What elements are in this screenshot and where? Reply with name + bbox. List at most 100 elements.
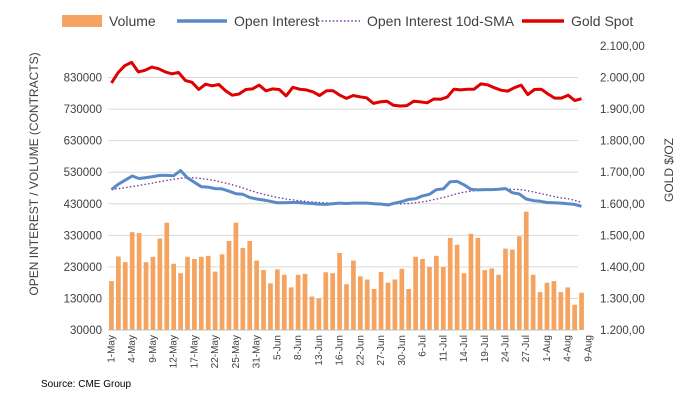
x-tick-label: 1-Aug — [542, 335, 553, 362]
volume-bar — [185, 256, 190, 330]
right-tick-label: 1.300,00 — [600, 293, 645, 305]
x-tick-label: 14-Jul — [459, 335, 470, 362]
x-tick-label: 1-May — [106, 335, 117, 363]
left-tick-label: 330000 — [64, 230, 102, 242]
x-tick-label: 9-Aug — [583, 335, 594, 362]
volume-bar — [413, 256, 418, 330]
volume-bar — [198, 256, 204, 330]
volume-bar — [129, 232, 135, 330]
volume-bar — [233, 222, 239, 330]
legend-label: Open Interest 10d-SMA — [367, 13, 515, 29]
volume-bar — [309, 296, 315, 330]
legend-label: Open Interest — [234, 13, 319, 29]
legend-label: Gold Spot — [571, 13, 633, 29]
volume-bar — [226, 241, 232, 330]
volume-bar — [150, 256, 156, 330]
volume-bar — [205, 255, 211, 330]
right-tick-label: 1.600,00 — [600, 199, 645, 211]
volume-bar — [122, 262, 128, 330]
x-tick-label: 4-Aug — [563, 335, 574, 362]
x-tick-label: 12-May — [169, 335, 180, 368]
x-tick-label: 17-May — [189, 335, 200, 368]
volume-bar — [406, 288, 412, 330]
volume-bar — [551, 281, 557, 330]
x-tick-label: 5-Jun — [272, 335, 283, 360]
left-tick-label: 730000 — [64, 104, 102, 116]
volume-bar — [392, 279, 398, 330]
x-tick-label: 22-May — [210, 335, 221, 368]
x-tick-label: 27-Jul — [521, 335, 532, 362]
source-note: Source: CME Group — [41, 379, 131, 390]
x-tick-label: 13-Jun — [314, 335, 325, 366]
volume-bar — [440, 266, 446, 330]
volume-bar — [447, 237, 453, 330]
volume-bar — [523, 211, 529, 330]
volume-bar — [434, 255, 439, 330]
volume-bar — [247, 241, 253, 330]
volume-bar — [357, 276, 363, 330]
right-tick-label: 1.900,00 — [600, 104, 645, 116]
volume-bar — [143, 262, 149, 330]
left-axis-title: OPEN INTEREST / VOLUME (CONTRACTS) — [27, 52, 41, 295]
volume-bar — [254, 260, 259, 330]
right-tick-label: 1.700,00 — [600, 167, 645, 179]
left-tick-label: 830000 — [64, 73, 102, 85]
left-tick-label: 430000 — [64, 199, 102, 211]
series-lines — [110, 60, 582, 208]
x-tick-label: 19-Jul — [480, 335, 491, 362]
legend-item-open-interest-10d-sma: Open Interest 10d-SMA — [318, 13, 515, 29]
legend-item-gold-spot: Gold Spot — [522, 13, 633, 29]
volume-bar — [109, 281, 114, 330]
volume-bar — [219, 254, 225, 330]
legend-item-open-interest: Open Interest — [177, 13, 319, 29]
series-line-open-interest — [110, 169, 582, 208]
volume-bar — [351, 260, 356, 330]
volume-bar — [330, 273, 336, 330]
volume-bar — [288, 287, 294, 330]
left-tick-label: 30000 — [70, 325, 102, 337]
series-line-gold-spot — [110, 60, 582, 108]
volume-bar — [316, 298, 322, 330]
x-tick-label: 11-Jul — [438, 335, 449, 362]
volume-bar — [281, 274, 287, 330]
volume-bar — [579, 292, 584, 330]
volume-bar — [275, 269, 280, 330]
left-tick-label: 130000 — [64, 293, 102, 305]
volume-bar — [157, 238, 163, 330]
volume-bar — [399, 268, 405, 330]
volume-bar — [116, 256, 121, 330]
right-tick-label: 2.000,00 — [600, 73, 645, 85]
volume-bar — [378, 271, 384, 330]
volume-bar — [565, 287, 571, 330]
volume-bar — [516, 236, 522, 330]
volume-bar — [364, 279, 370, 330]
volume-bar — [212, 271, 218, 330]
legend-swatch — [62, 15, 102, 27]
volume-bar — [385, 282, 391, 330]
volume-bar — [503, 248, 508, 330]
x-tick-label: 25-May — [231, 335, 242, 368]
x-tick-label: 9-May — [148, 335, 159, 363]
volume-bar — [268, 283, 273, 330]
volume-bar — [461, 273, 467, 330]
volume-bar — [468, 233, 474, 330]
volume-bar — [537, 292, 543, 330]
volume-bar — [482, 270, 488, 330]
volume-bar — [489, 268, 495, 330]
volume-bar — [427, 266, 432, 330]
volume-bar — [544, 282, 550, 330]
volume-bar — [302, 273, 308, 330]
volume-bar — [171, 263, 177, 330]
axes: 30000 130000 230000 330000 430000 530000 63000… — [64, 41, 645, 368]
x-tick-label: 6-Jul — [418, 335, 429, 357]
right-axis-title: GOLD $/OZ — [662, 138, 676, 202]
volume-bar — [178, 273, 183, 330]
volume-bar — [192, 259, 197, 330]
volume-bar — [530, 274, 536, 330]
volume-bar — [496, 274, 501, 330]
volume-bars — [109, 211, 584, 330]
legend: Volume Open Interest Open Interest 10d-SMA… — [62, 13, 633, 29]
x-tick-label: 31-May — [252, 335, 263, 368]
